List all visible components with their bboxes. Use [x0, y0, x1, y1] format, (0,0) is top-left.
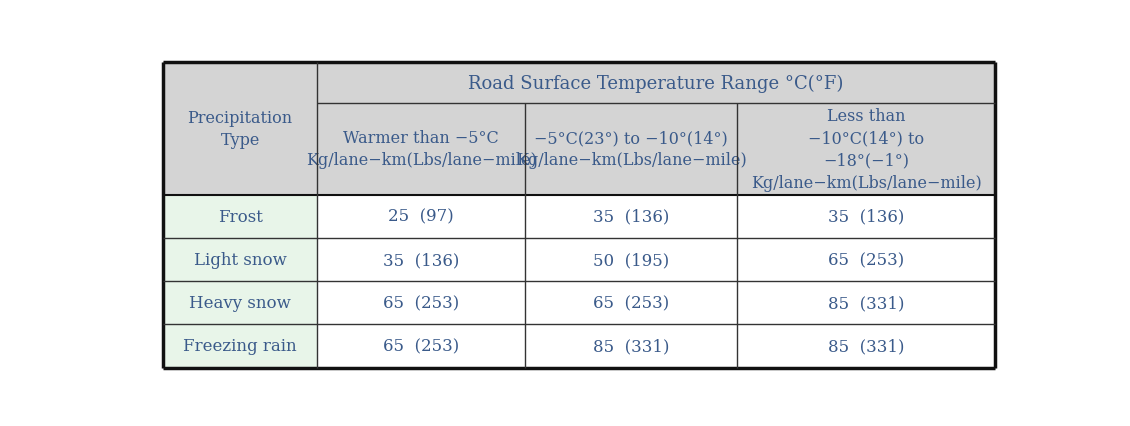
Bar: [525, 325, 737, 368]
Bar: [737, 104, 996, 195]
Bar: [525, 195, 737, 239]
Bar: [163, 325, 318, 368]
Text: 65  (253): 65 (253): [828, 251, 904, 268]
Text: Frost: Frost: [218, 208, 262, 225]
Text: −5°C(23°) to −10°(14°)
Kg/lane−km(Lbs/lane−mile): −5°C(23°) to −10°(14°) Kg/lane−km(Lbs/la…: [515, 130, 747, 169]
Text: Freezing rain: Freezing rain: [183, 338, 297, 354]
Text: 85  (331): 85 (331): [828, 338, 904, 354]
Text: Road Surface Temperature Range °C(°F): Road Surface Temperature Range °C(°F): [469, 74, 844, 92]
Bar: [525, 239, 737, 282]
Bar: [737, 239, 996, 282]
Text: 35  (136): 35 (136): [383, 251, 459, 268]
Text: 65  (253): 65 (253): [383, 338, 459, 354]
Bar: [318, 325, 525, 368]
Bar: [737, 325, 996, 368]
Bar: [163, 195, 318, 239]
Text: Precipitation
Type: Precipitation Type: [188, 109, 293, 149]
Text: 65  (253): 65 (253): [383, 294, 459, 311]
Bar: [737, 195, 996, 239]
Bar: [318, 104, 525, 195]
Text: Less than
−10°C(14°) to
−18°(−1°)
Kg/lane−km(Lbs/lane−mile): Less than −10°C(14°) to −18°(−1°) Kg/lan…: [750, 108, 982, 191]
Bar: [318, 239, 525, 282]
Text: 35  (136): 35 (136): [828, 208, 904, 225]
Bar: [525, 104, 737, 195]
Text: 25  (97): 25 (97): [389, 208, 454, 225]
Bar: [737, 282, 996, 325]
Bar: [163, 63, 318, 195]
Text: 85  (331): 85 (331): [828, 294, 904, 311]
Text: Heavy snow: Heavy snow: [189, 294, 292, 311]
Bar: [318, 195, 525, 239]
Text: 35  (136): 35 (136): [593, 208, 669, 225]
Bar: [525, 282, 737, 325]
Bar: [318, 282, 525, 325]
Bar: [163, 239, 318, 282]
Bar: [163, 282, 318, 325]
Text: 85  (331): 85 (331): [593, 338, 669, 354]
Text: Light snow: Light snow: [193, 251, 287, 268]
Text: 65  (253): 65 (253): [593, 294, 669, 311]
Text: Warmer than −5°C
Kg/lane−km(Lbs/lane−mile): Warmer than −5°C Kg/lane−km(Lbs/lane−mil…: [306, 130, 537, 169]
Bar: [318, 63, 996, 104]
Text: 50  (195): 50 (195): [593, 251, 669, 268]
